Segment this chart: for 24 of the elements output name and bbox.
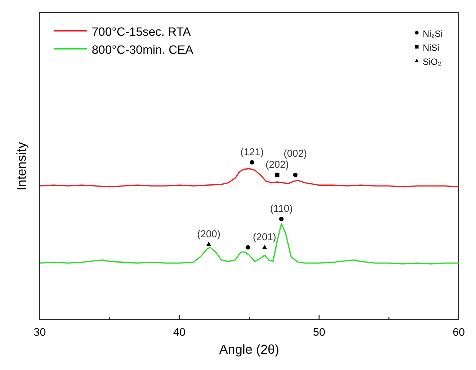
legend-label: NiSi — [423, 43, 440, 53]
x-axis-title: Angle (2θ) — [220, 342, 280, 357]
point — [250, 160, 254, 165]
legend-label: 700°C-15sec. RTA — [92, 25, 192, 39]
y-axis-title: Intensity — [14, 142, 29, 191]
point — [262, 244, 268, 250]
annotation: (200) — [197, 229, 221, 240]
annotation: (201) — [253, 232, 277, 244]
annotation: (202) — [266, 160, 290, 172]
x-tick-label: 40 — [174, 327, 186, 339]
point — [206, 242, 212, 246]
legend-label: Ni₂Si — [423, 29, 443, 39]
annotation: (002) — [284, 149, 308, 160]
point — [275, 172, 280, 178]
x-tick-label: 30 — [34, 327, 46, 339]
point — [279, 217, 284, 222]
x-tick-label: 50 — [313, 327, 326, 339]
x-tick-label: 60 — [452, 327, 466, 339]
legend-label: SiO₂ — [423, 57, 442, 67]
point — [293, 172, 298, 178]
annotation: (110) — [270, 204, 293, 216]
legend-label: 800°C-30min. CEA — [92, 43, 194, 57]
annotation: (121) — [240, 148, 264, 159]
point — [246, 245, 250, 250]
